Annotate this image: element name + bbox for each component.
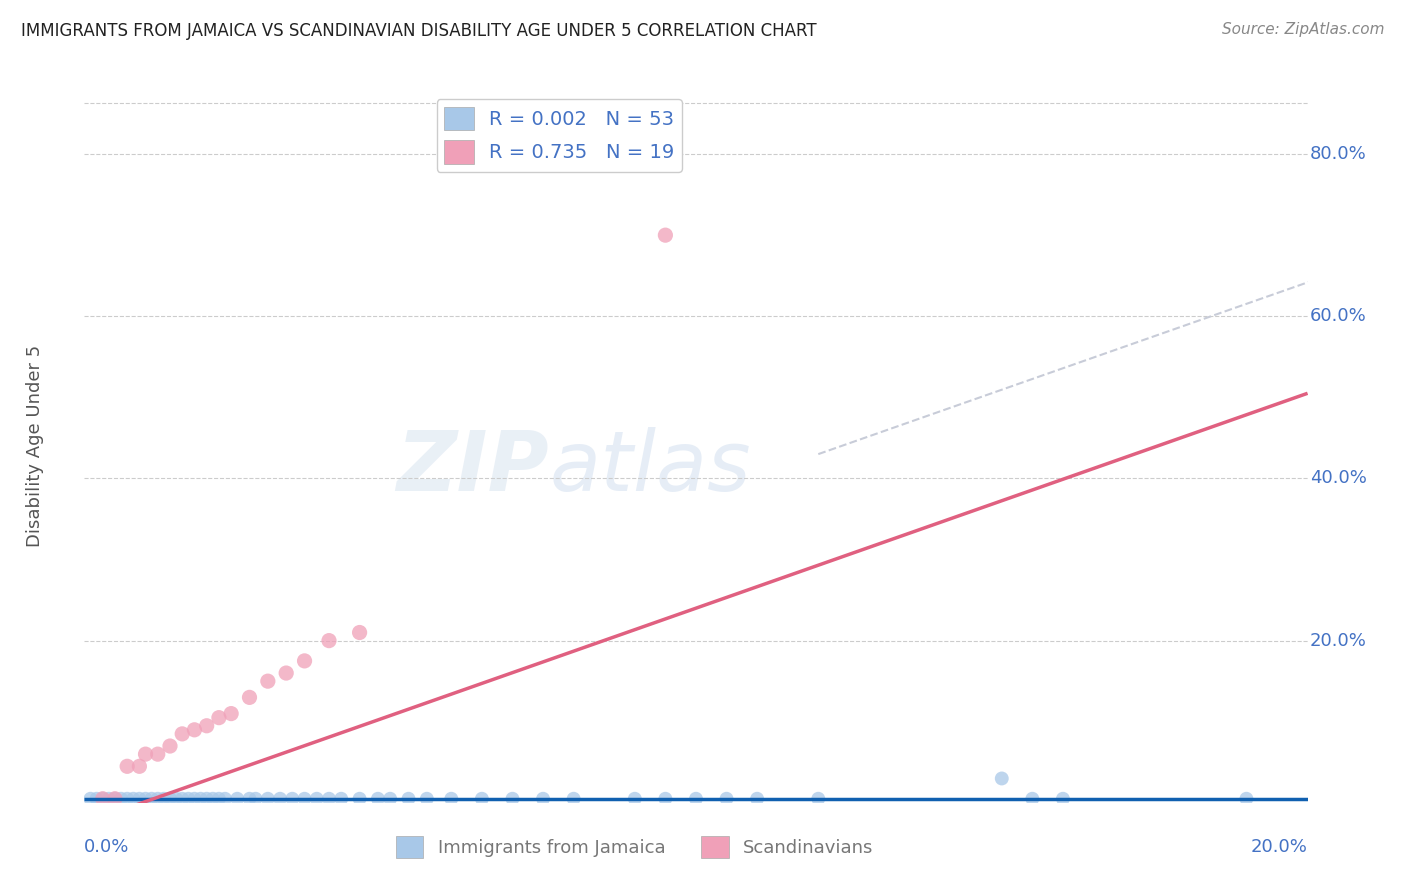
Point [1234, 791, 1257, 805]
Text: atlas: atlas [550, 427, 751, 508]
Point [238, 791, 260, 805]
Point [1052, 791, 1074, 805]
Text: 80.0%: 80.0% [1310, 145, 1367, 163]
Point [128, 791, 150, 805]
Point [562, 791, 585, 805]
Point [1021, 791, 1043, 805]
Legend: R = 0.002   N = 53, R = 0.735   N = 19: R = 0.002 N = 53, R = 0.735 N = 19 [437, 99, 682, 171]
Point [531, 791, 554, 805]
Point [257, 674, 280, 689]
Point [115, 759, 138, 773]
Point [330, 791, 353, 805]
Point [172, 727, 194, 741]
Point [141, 791, 163, 805]
Point [318, 791, 340, 805]
Text: Disability Age Under 5: Disability Age Under 5 [27, 345, 45, 547]
Point [177, 791, 200, 805]
Point [685, 791, 707, 805]
Text: 60.0%: 60.0% [1310, 307, 1367, 326]
Point [276, 666, 298, 681]
Point [654, 791, 676, 805]
Point [122, 791, 145, 805]
Point [135, 791, 157, 805]
Point [716, 791, 738, 805]
Point [165, 791, 187, 805]
Point [349, 625, 371, 640]
Point [257, 791, 280, 805]
Point [398, 791, 420, 805]
Text: 40.0%: 40.0% [1310, 469, 1367, 487]
Point [305, 791, 328, 805]
Text: IMMIGRANTS FROM JAMAICA VS SCANDINAVIAN DISABILITY AGE UNDER 5 CORRELATION CHART: IMMIGRANTS FROM JAMAICA VS SCANDINAVIAN … [21, 22, 817, 40]
Point [238, 690, 260, 705]
Point [110, 791, 132, 805]
Point [135, 747, 157, 761]
Point [219, 706, 242, 721]
Point [654, 228, 676, 243]
Point [115, 791, 138, 805]
Point [502, 791, 524, 805]
Point [172, 791, 194, 805]
Point [97, 791, 120, 805]
Text: 20.0%: 20.0% [1310, 632, 1367, 649]
Point [380, 791, 402, 805]
Point [183, 723, 205, 737]
Point [128, 759, 150, 773]
Point [146, 747, 169, 761]
Point [349, 791, 371, 805]
Point [79, 791, 101, 805]
Point [208, 711, 231, 725]
Point [183, 791, 205, 805]
Text: Source: ZipAtlas.com: Source: ZipAtlas.com [1222, 22, 1385, 37]
Point [269, 791, 291, 805]
Point [294, 654, 316, 668]
Point [245, 791, 267, 805]
Point [195, 791, 218, 805]
Point [294, 791, 316, 805]
Point [367, 791, 389, 805]
Point [807, 791, 830, 805]
Point [747, 791, 769, 805]
Point [146, 791, 169, 805]
Point [104, 791, 127, 805]
Point [440, 791, 463, 805]
Point [991, 772, 1014, 786]
Text: 0.0%: 0.0% [84, 838, 129, 856]
Point [190, 791, 212, 805]
Point [208, 791, 231, 805]
Point [226, 791, 249, 805]
Point [471, 791, 494, 805]
Point [104, 791, 127, 805]
Point [624, 791, 647, 805]
Point [195, 719, 218, 733]
Point [159, 739, 181, 753]
Point [86, 791, 108, 805]
Text: 20.0%: 20.0% [1251, 838, 1308, 856]
Point [159, 791, 181, 805]
Point [153, 791, 176, 805]
Point [416, 791, 439, 805]
Point [91, 791, 114, 805]
Point [281, 791, 304, 805]
Text: ZIP: ZIP [396, 427, 550, 508]
Point [91, 791, 114, 805]
Point [201, 791, 224, 805]
Point [318, 633, 340, 648]
Point [214, 791, 236, 805]
